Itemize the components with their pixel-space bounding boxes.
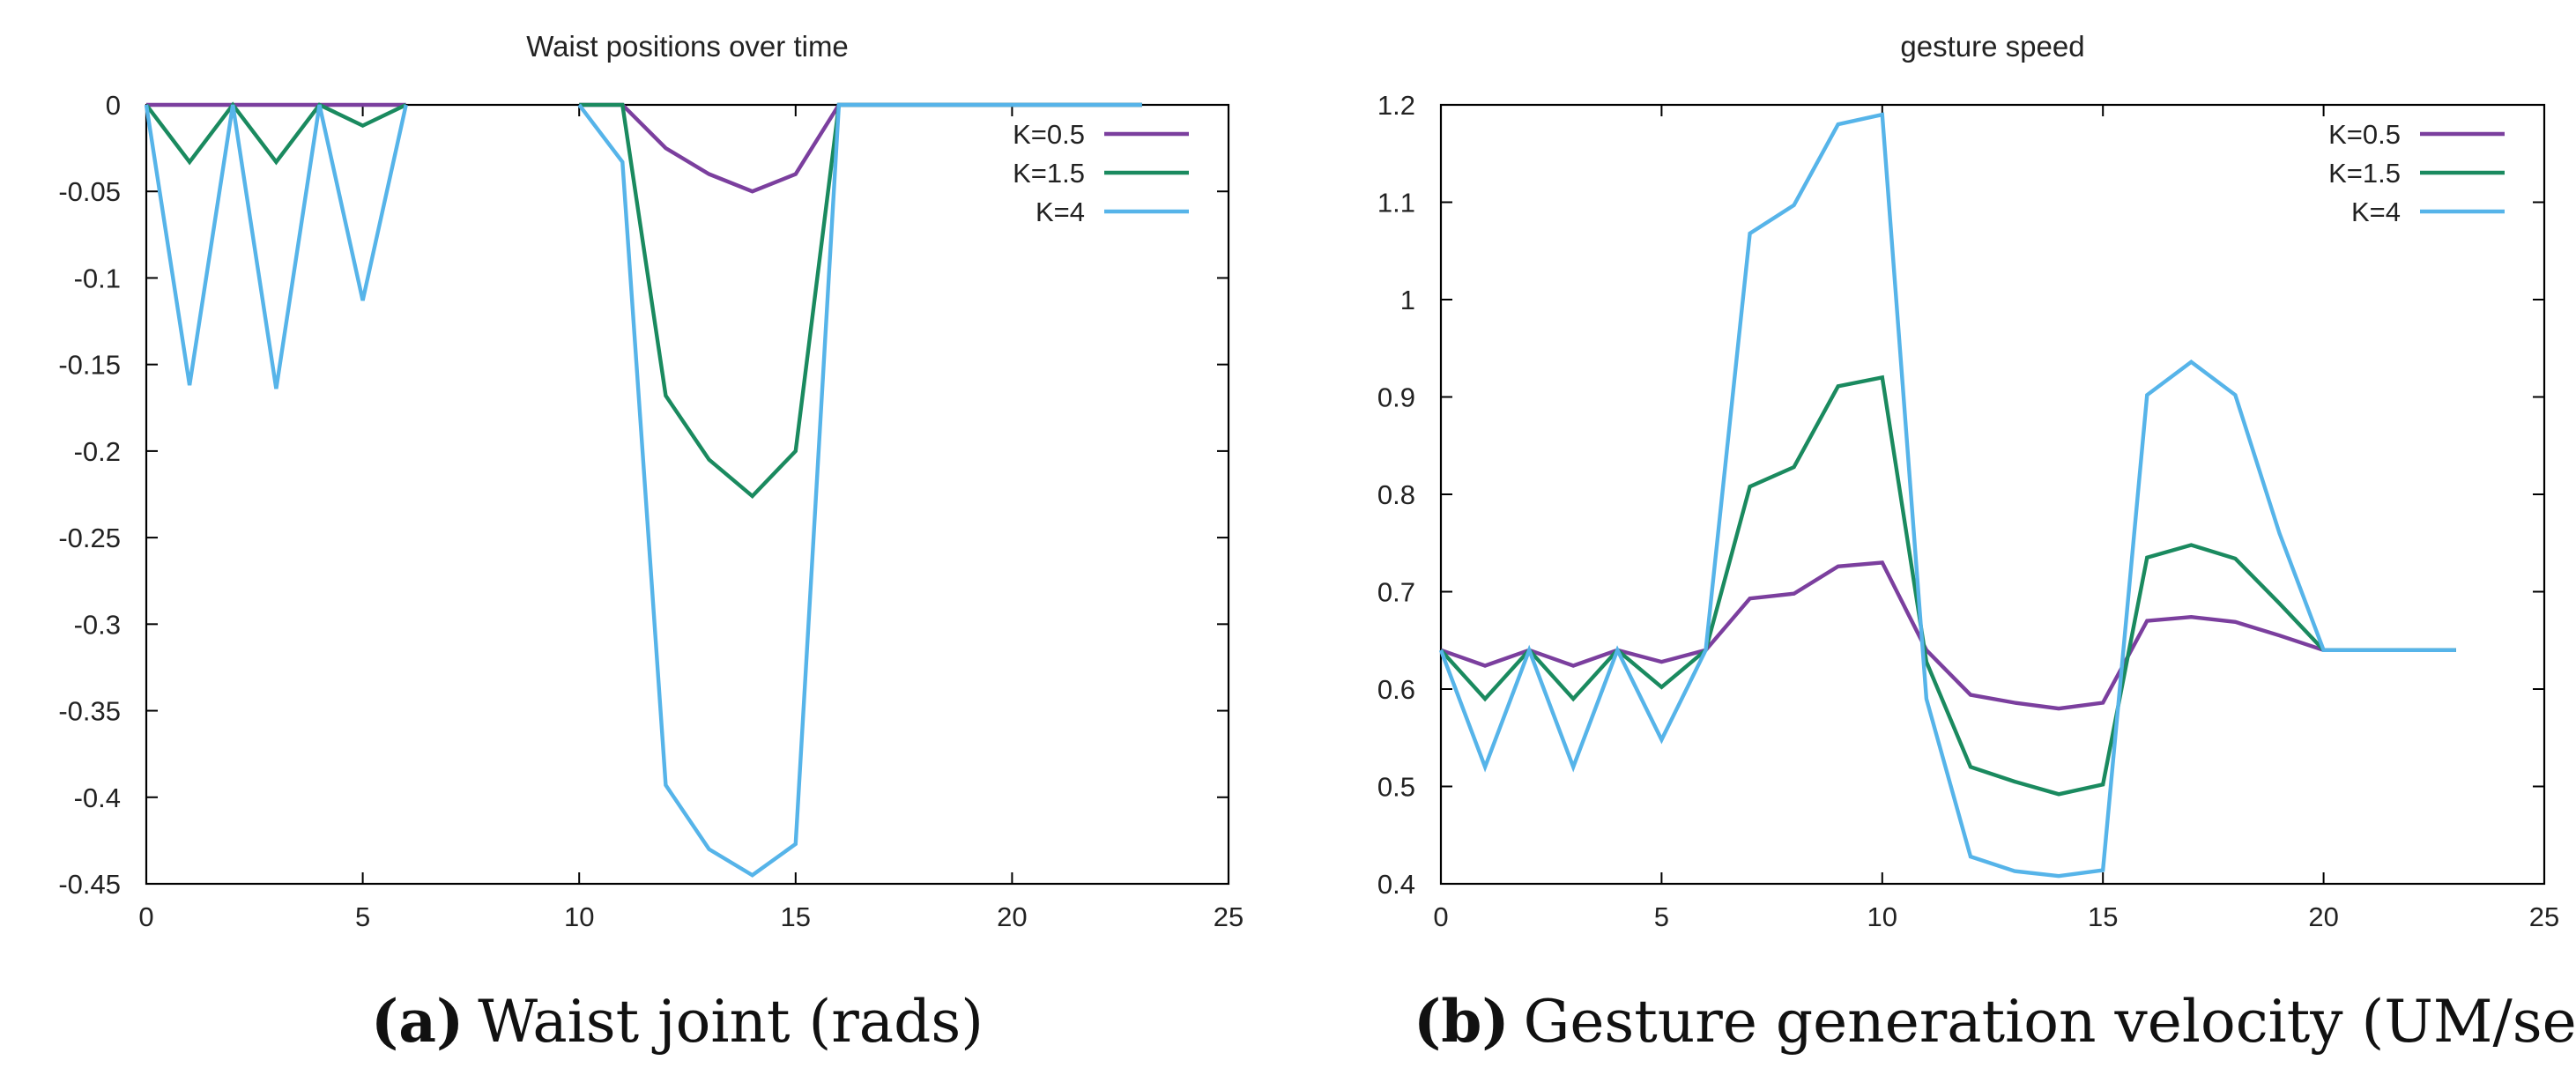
legend-label: K=1.5 bbox=[2328, 158, 2401, 189]
y-tick-label: 0 bbox=[106, 90, 121, 121]
y-tick-label: 0.7 bbox=[1377, 577, 1415, 608]
legend-label: K=0.5 bbox=[1013, 119, 1085, 150]
legend-label: K=0.5 bbox=[2328, 119, 2401, 150]
legend-label: K=4 bbox=[1036, 196, 1085, 227]
series-line-k-4 bbox=[144, 104, 408, 389]
series-line-k-4 bbox=[577, 102, 1142, 878]
x-tick-label: 0 bbox=[138, 901, 153, 932]
y-tick-label: -0.35 bbox=[58, 696, 121, 727]
x-tick-label: 15 bbox=[2088, 901, 2118, 932]
legend-label: K=4 bbox=[2351, 196, 2401, 227]
x-tick-label: 25 bbox=[1214, 901, 1243, 932]
x-tick-label: 5 bbox=[1654, 901, 1669, 932]
y-tick-label: -0.45 bbox=[58, 869, 121, 900]
y-tick-label: -0.4 bbox=[74, 782, 121, 813]
series-line-k-4 bbox=[1438, 112, 2456, 879]
caption-b-tag: (b) bbox=[1414, 987, 1510, 1056]
caption-b: (b) Gesture generation velocity (UM/sec) bbox=[1414, 987, 2576, 1066]
y-tick-label: -0.25 bbox=[58, 523, 121, 553]
x-tick-label: 5 bbox=[355, 901, 370, 932]
legend-label: K=1.5 bbox=[1013, 158, 1085, 189]
chart-title: gesture speed bbox=[1900, 30, 2084, 63]
caption-b-text: Gesture generation velocity (UM/sec) bbox=[1523, 988, 2576, 1056]
x-tick-label: 10 bbox=[1867, 901, 1897, 932]
x-tick-label: 20 bbox=[2308, 901, 2338, 932]
y-tick-label: -0.05 bbox=[58, 176, 121, 207]
chart-title: Waist positions over time bbox=[526, 30, 849, 63]
x-tick-label: 0 bbox=[1433, 901, 1448, 932]
y-tick-label: -0.2 bbox=[74, 436, 121, 467]
y-tick-label: 0.5 bbox=[1377, 772, 1415, 803]
x-tick-label: 10 bbox=[564, 901, 594, 932]
series-line-k-1-5 bbox=[145, 101, 407, 166]
y-tick-label: 0.8 bbox=[1377, 479, 1415, 510]
chart-1: Waist positions over time 0 -0.05 -0.1 -0.15… bbox=[58, 30, 1243, 932]
x-tick-label: 25 bbox=[2529, 901, 2559, 932]
series-line-k-1-5 bbox=[1439, 374, 2456, 797]
caption-a-tag: (a) bbox=[371, 987, 464, 1056]
plot-frame bbox=[145, 103, 1230, 886]
y-tick-label: 0.6 bbox=[1377, 674, 1415, 705]
y-tick-label: 1.2 bbox=[1377, 90, 1415, 121]
x-tick-label: 15 bbox=[781, 901, 811, 932]
y-tick-label: -0.1 bbox=[74, 263, 121, 293]
caption-a-text: Waist joint (rads) bbox=[478, 988, 984, 1056]
caption-a: (a) Waist joint (rads) bbox=[371, 987, 984, 1066]
chart-2: gesture speed 0.4 0.5 0.6 0.7 0.8 0.9 1 1.1 1.2 0 5… bbox=[1377, 30, 2559, 932]
y-tick-label: 0.9 bbox=[1377, 382, 1415, 413]
y-tick-label: -0.15 bbox=[58, 350, 121, 381]
y-tick-label: 1 bbox=[1400, 285, 1415, 315]
y-tick-label: 0.4 bbox=[1377, 869, 1415, 900]
x-tick-label: 20 bbox=[997, 901, 1027, 932]
series-line-k-0-5 bbox=[1440, 560, 2456, 711]
y-tick-label: -0.3 bbox=[74, 609, 121, 640]
y-tick-label: 1.1 bbox=[1377, 188, 1415, 219]
